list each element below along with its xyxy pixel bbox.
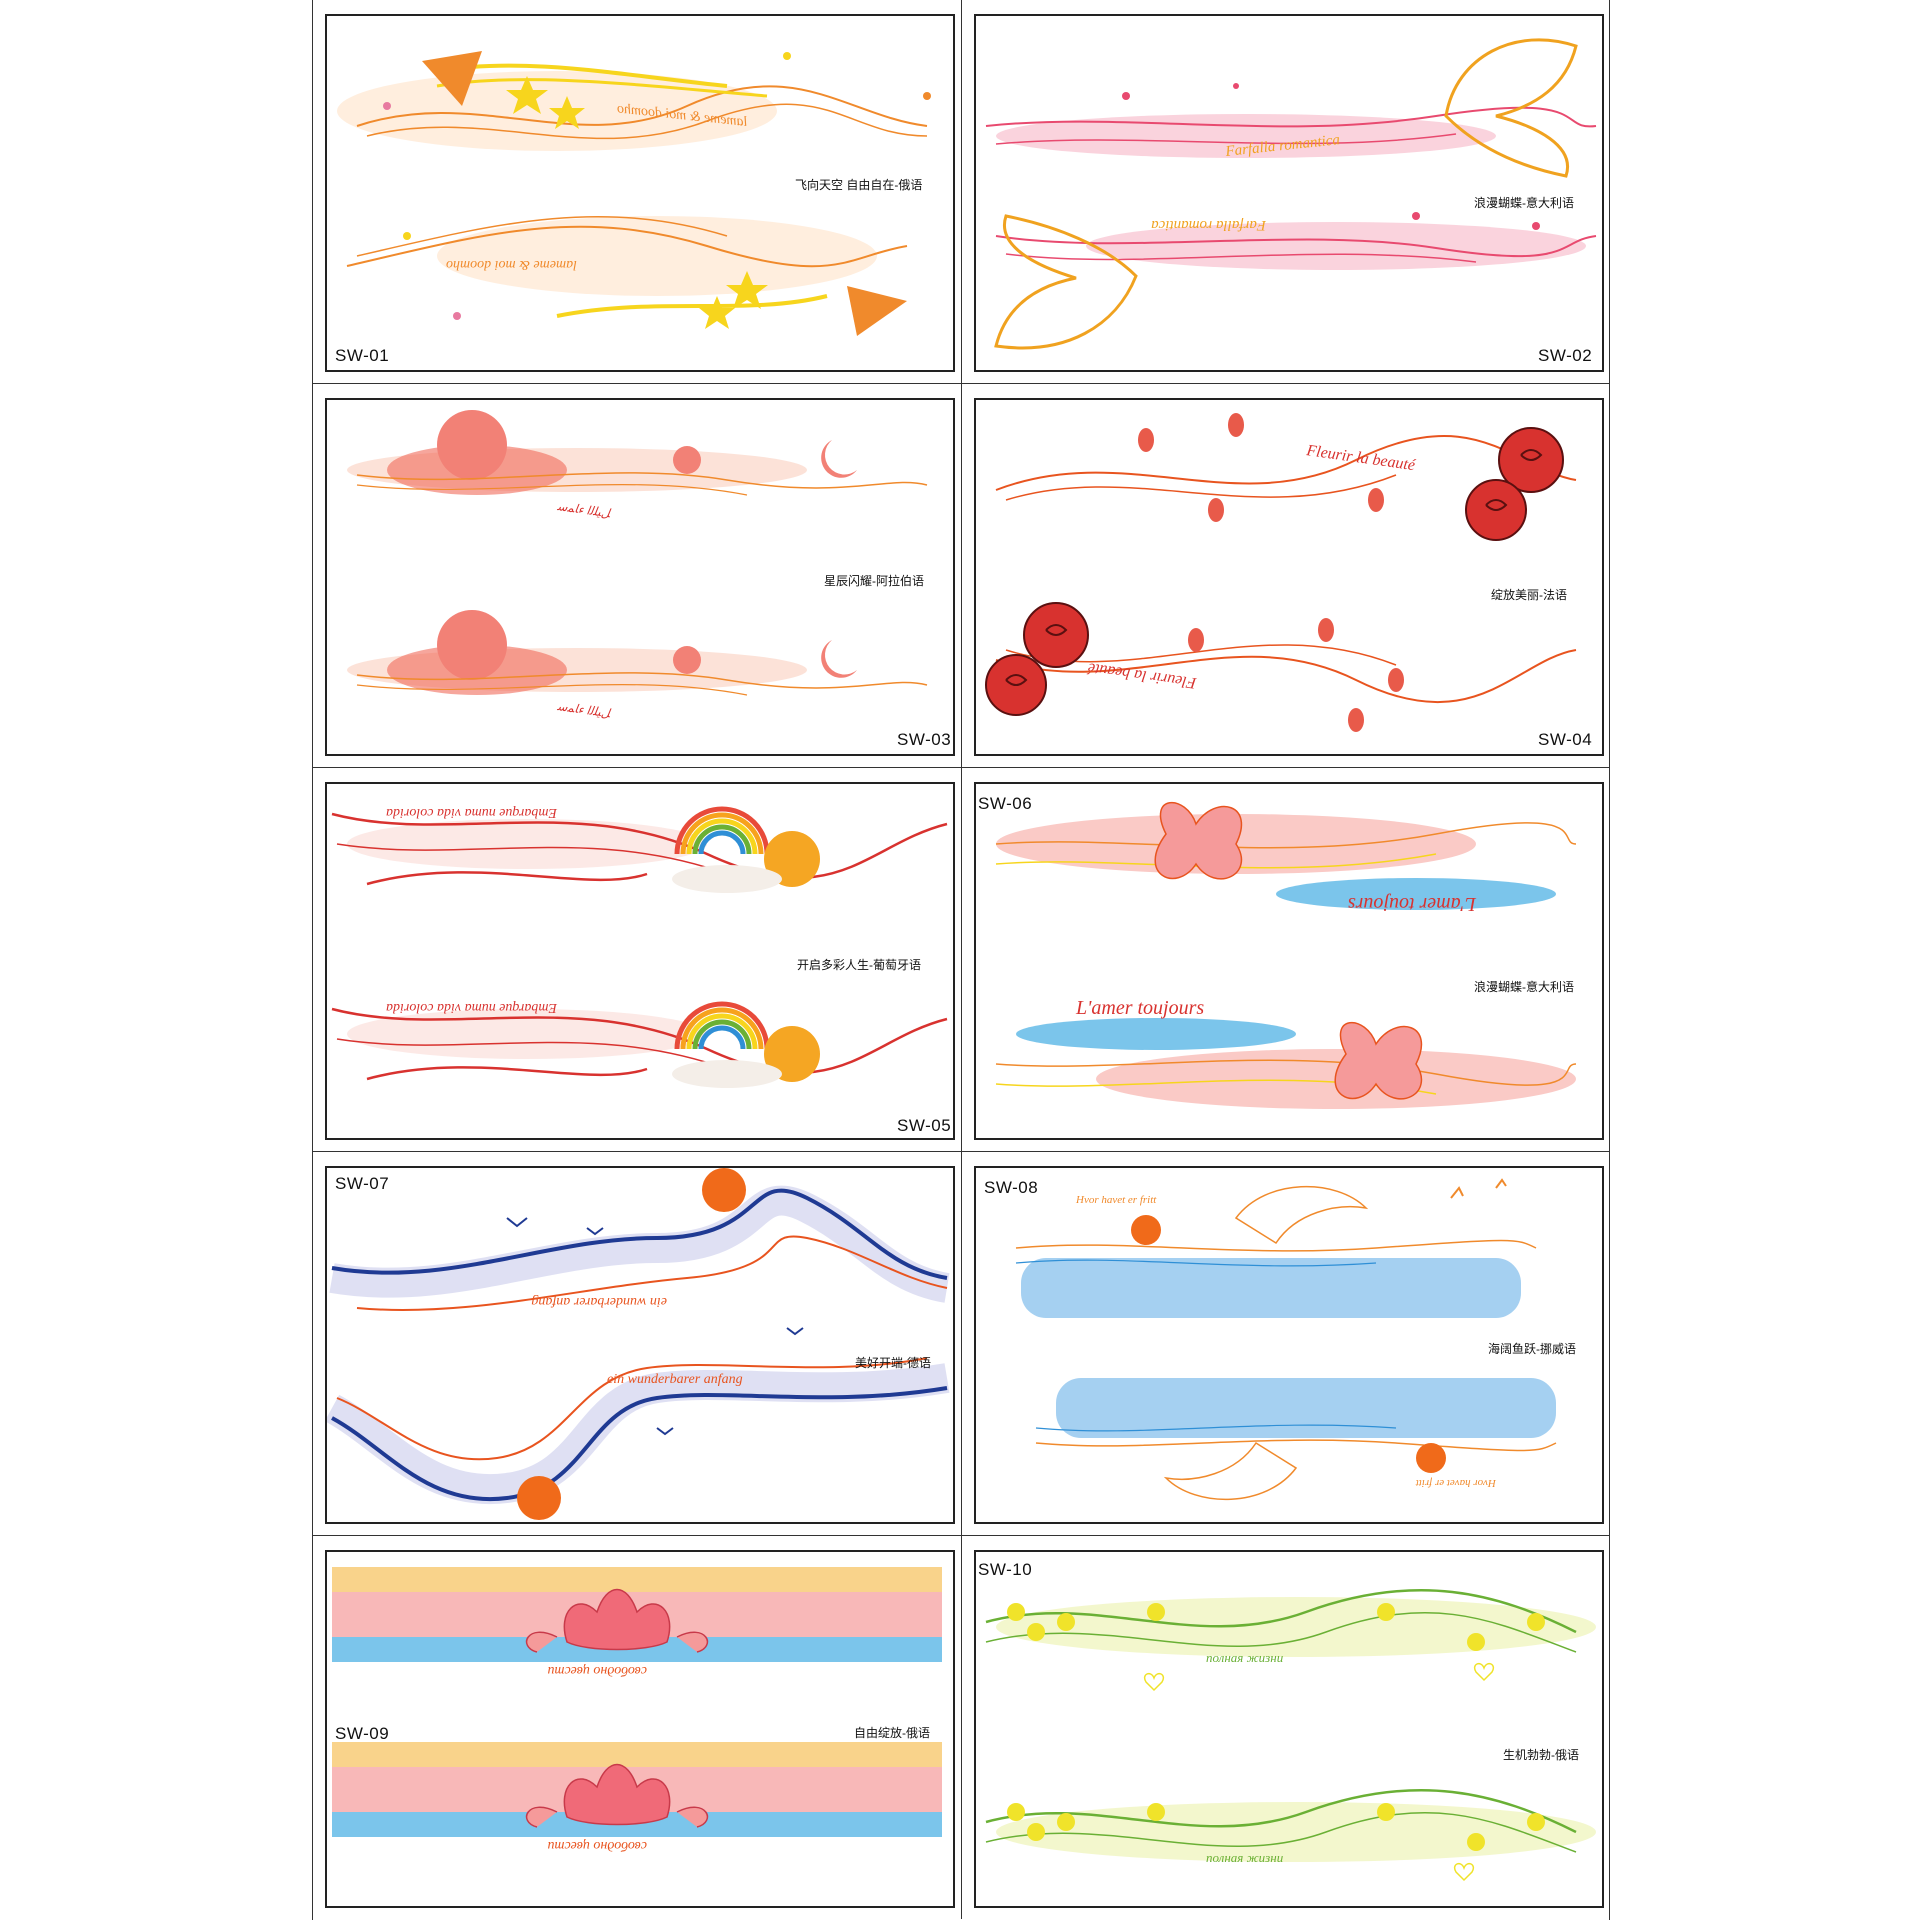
sticker-card-sw-06[interactable]: L'amer toujours L'amer toujours SW-06 浪漫… — [974, 782, 1604, 1140]
sticker-card-sw-05[interactable]: Embarque numa vida colorida Embarque num… — [325, 782, 955, 1140]
cell-sw-02: Farfalla romantica Farfalla romantica 浪漫… — [961, 0, 1610, 384]
rainbow-icon — [674, 806, 770, 855]
sticker-caption: 美好开端-德语 — [855, 1356, 931, 1370]
butterfly-icon — [1154, 801, 1243, 880]
heart-icon — [1143, 1662, 1495, 1882]
sticker-art-sw-10: полная жизни полная жизни — [985, 1589, 1596, 1882]
sticker-caption: 星辰闪耀-阿拉伯语 — [824, 574, 924, 588]
sticker-art-sw-03: ﻞﻴﻠﻟا ﺀﺎﻤﺳ ﻞﻴﻠﻟا ﺀﺎﻤﺳ — [347, 410, 928, 721]
sticker-card-sw-04[interactable]: Fleurir la beauté Fleurir la beauté 绽放美丽… — [974, 398, 1604, 756]
script-text: Farfalla romantica — [1151, 217, 1267, 233]
sticker-art-sw-08: Hvor havet er fritt Hvor havet er fritt — [1015, 1178, 1557, 1501]
sticker-card-sw-07[interactable]: ein wunderbarer anfang ein wunderbarer a… — [325, 1166, 955, 1524]
cell-sw-01: lameme & moi doomho lameme & moi doomho … — [313, 0, 961, 384]
script-text: ein wunderbarer anfang — [607, 1372, 743, 1387]
cell-sw-04: Fleurir la beauté Fleurir la beauté 绽放美丽… — [961, 384, 1610, 768]
sticker-caption: 浪漫蝴蝶-意大利语 — [1474, 980, 1574, 994]
sticker-art-sw-07: ein wunderbarer anfang ein wunderbarer a… — [327, 1168, 950, 1520]
sticker-caption: 海阔鱼跃-挪威语 — [1488, 1342, 1576, 1356]
sticker-code: SW-09 — [335, 1724, 390, 1743]
cell-sw-07: ein wunderbarer anfang ein wunderbarer a… — [313, 1152, 961, 1536]
sticker-caption: 绽放美丽-法语 — [1491, 588, 1567, 602]
sticker-caption: 开启多彩人生-葡萄牙语 — [797, 958, 921, 972]
sticker-code: SW-02 — [1538, 346, 1593, 365]
script-text: Embarque numa vida colorida — [386, 805, 558, 820]
rose-icon — [1465, 427, 1564, 541]
cell-sw-06: L'amer toujours L'amer toujours SW-06 浪漫… — [961, 768, 1610, 1152]
cell-sw-05: Embarque numa vida colorida Embarque num… — [313, 768, 961, 1152]
script-text: Hvor havet er fritt — [1415, 1477, 1497, 1489]
sticker-caption: 自由绽放-俄语 — [854, 1726, 930, 1740]
script-text: полная жизни — [1206, 1650, 1284, 1665]
script-text: Hvor havet er fritt — [1075, 1194, 1157, 1206]
sticker-sheet: lameme & moi doomho lameme & moi doomho … — [312, 0, 1610, 1920]
sticker-caption: 飞向天空 自由自在-俄语 — [795, 178, 923, 192]
script-text: Embarque numa vida colorida — [386, 1000, 558, 1015]
rainbow-icon — [674, 1001, 770, 1050]
sticker-code: SW-01 — [335, 346, 390, 365]
sticker-code: SW-03 — [897, 730, 952, 749]
rose-icon — [985, 602, 1089, 716]
sticker-card-sw-09[interactable]: свободно цвести свободно цвести 自由绽放-俄语 … — [325, 1550, 955, 1908]
script-text: свободно цвести — [547, 1663, 647, 1678]
script-text: ﻞﻴﻠﻟا ﺀﺎﻤﺳ — [556, 699, 612, 721]
sticker-caption: 浪漫蝴蝶-意大利语 — [1474, 196, 1574, 210]
script-text: Fleurir la beauté — [1304, 442, 1416, 474]
sticker-art-sw-02: Farfalla romantica Farfalla romantica — [985, 38, 1597, 350]
sticker-card-sw-03[interactable]: ﻞﻴﻠﻟا ﺀﺎﻤﺳ ﻞﻴﻠﻟا ﺀﺎﻤﺳ 星辰闪耀-阿拉伯语 SW-03 — [325, 398, 955, 756]
sticker-card-sw-10[interactable]: полная жизни полная жизни SW-10 生机勃勃-俄语 — [974, 1550, 1604, 1908]
sticker-art-sw-05: Embarque numa vida colorida Embarque num… — [331, 805, 948, 1088]
script-text: L'amer toujours — [1075, 997, 1204, 1019]
sticker-code: SW-06 — [978, 794, 1033, 813]
butterfly-icon — [1334, 1021, 1423, 1100]
sticker-code: SW-08 — [984, 1178, 1039, 1197]
sticker-card-sw-08[interactable]: Hvor havet er fritt Hvor havet er fritt … — [974, 1166, 1604, 1524]
flower-icon — [1007, 1603, 1545, 1651]
sticker-code: SW-10 — [978, 1560, 1033, 1579]
dolphin-icon — [1163, 1441, 1298, 1501]
script-text: L'amer toujours — [1348, 893, 1477, 915]
script-text: полная жизни — [1206, 1850, 1284, 1865]
cell-sw-03: ﻞﻴﻠﻟا ﺀﺎﻤﺳ ﻞﻴﻠﻟا ﺀﺎﻤﺳ 星辰闪耀-阿拉伯语 SW-03 — [313, 384, 961, 768]
lotus-icon — [526, 1588, 708, 1653]
sticker-art-sw-06: L'amer toujours L'amer toujours — [995, 801, 1577, 1109]
flower-icon — [1007, 1803, 1545, 1851]
sticker-code: SW-07 — [335, 1174, 390, 1193]
script-text: ein wunderbarer anfang — [531, 1294, 667, 1309]
script-text: свободно цвести — [547, 1838, 647, 1853]
cell-sw-10: полная жизни полная жизни SW-10 生机勃勃-俄语 — [961, 1536, 1610, 1919]
sticker-art-sw-04: Fleurir la beauté Fleurir la beauté — [985, 413, 1577, 732]
sticker-card-sw-02[interactable]: Farfalla romantica Farfalla romantica 浪漫… — [974, 14, 1604, 372]
sticker-art-sw-09: свободно цвести свободно цвести — [332, 1567, 942, 1853]
sticker-card-sw-01[interactable]: lameme & moi doomho lameme & moi doomho … — [325, 14, 955, 372]
script-text: lameme & moi doomho — [446, 257, 577, 272]
script-text: ﻞﻴﻠﻟا ﺀﺎﻤﺳ — [556, 499, 612, 521]
cell-sw-08: Hvor havet er fritt Hvor havet er fritt … — [961, 1152, 1610, 1536]
cell-sw-09: свободно цвести свободно цвести 自由绽放-俄语 … — [313, 1536, 961, 1919]
sticker-code: SW-05 — [897, 1116, 952, 1135]
sticker-art-sw-01: lameme & moi doomho lameme & moi doomho — [337, 51, 931, 336]
sticker-caption: 生机勃勃-俄语 — [1503, 1748, 1579, 1762]
sticker-code: SW-04 — [1538, 730, 1593, 749]
script-text: Fleurir la beauté — [1086, 659, 1198, 691]
dolphin-icon — [1234, 1185, 1369, 1245]
lotus-icon — [526, 1763, 708, 1828]
